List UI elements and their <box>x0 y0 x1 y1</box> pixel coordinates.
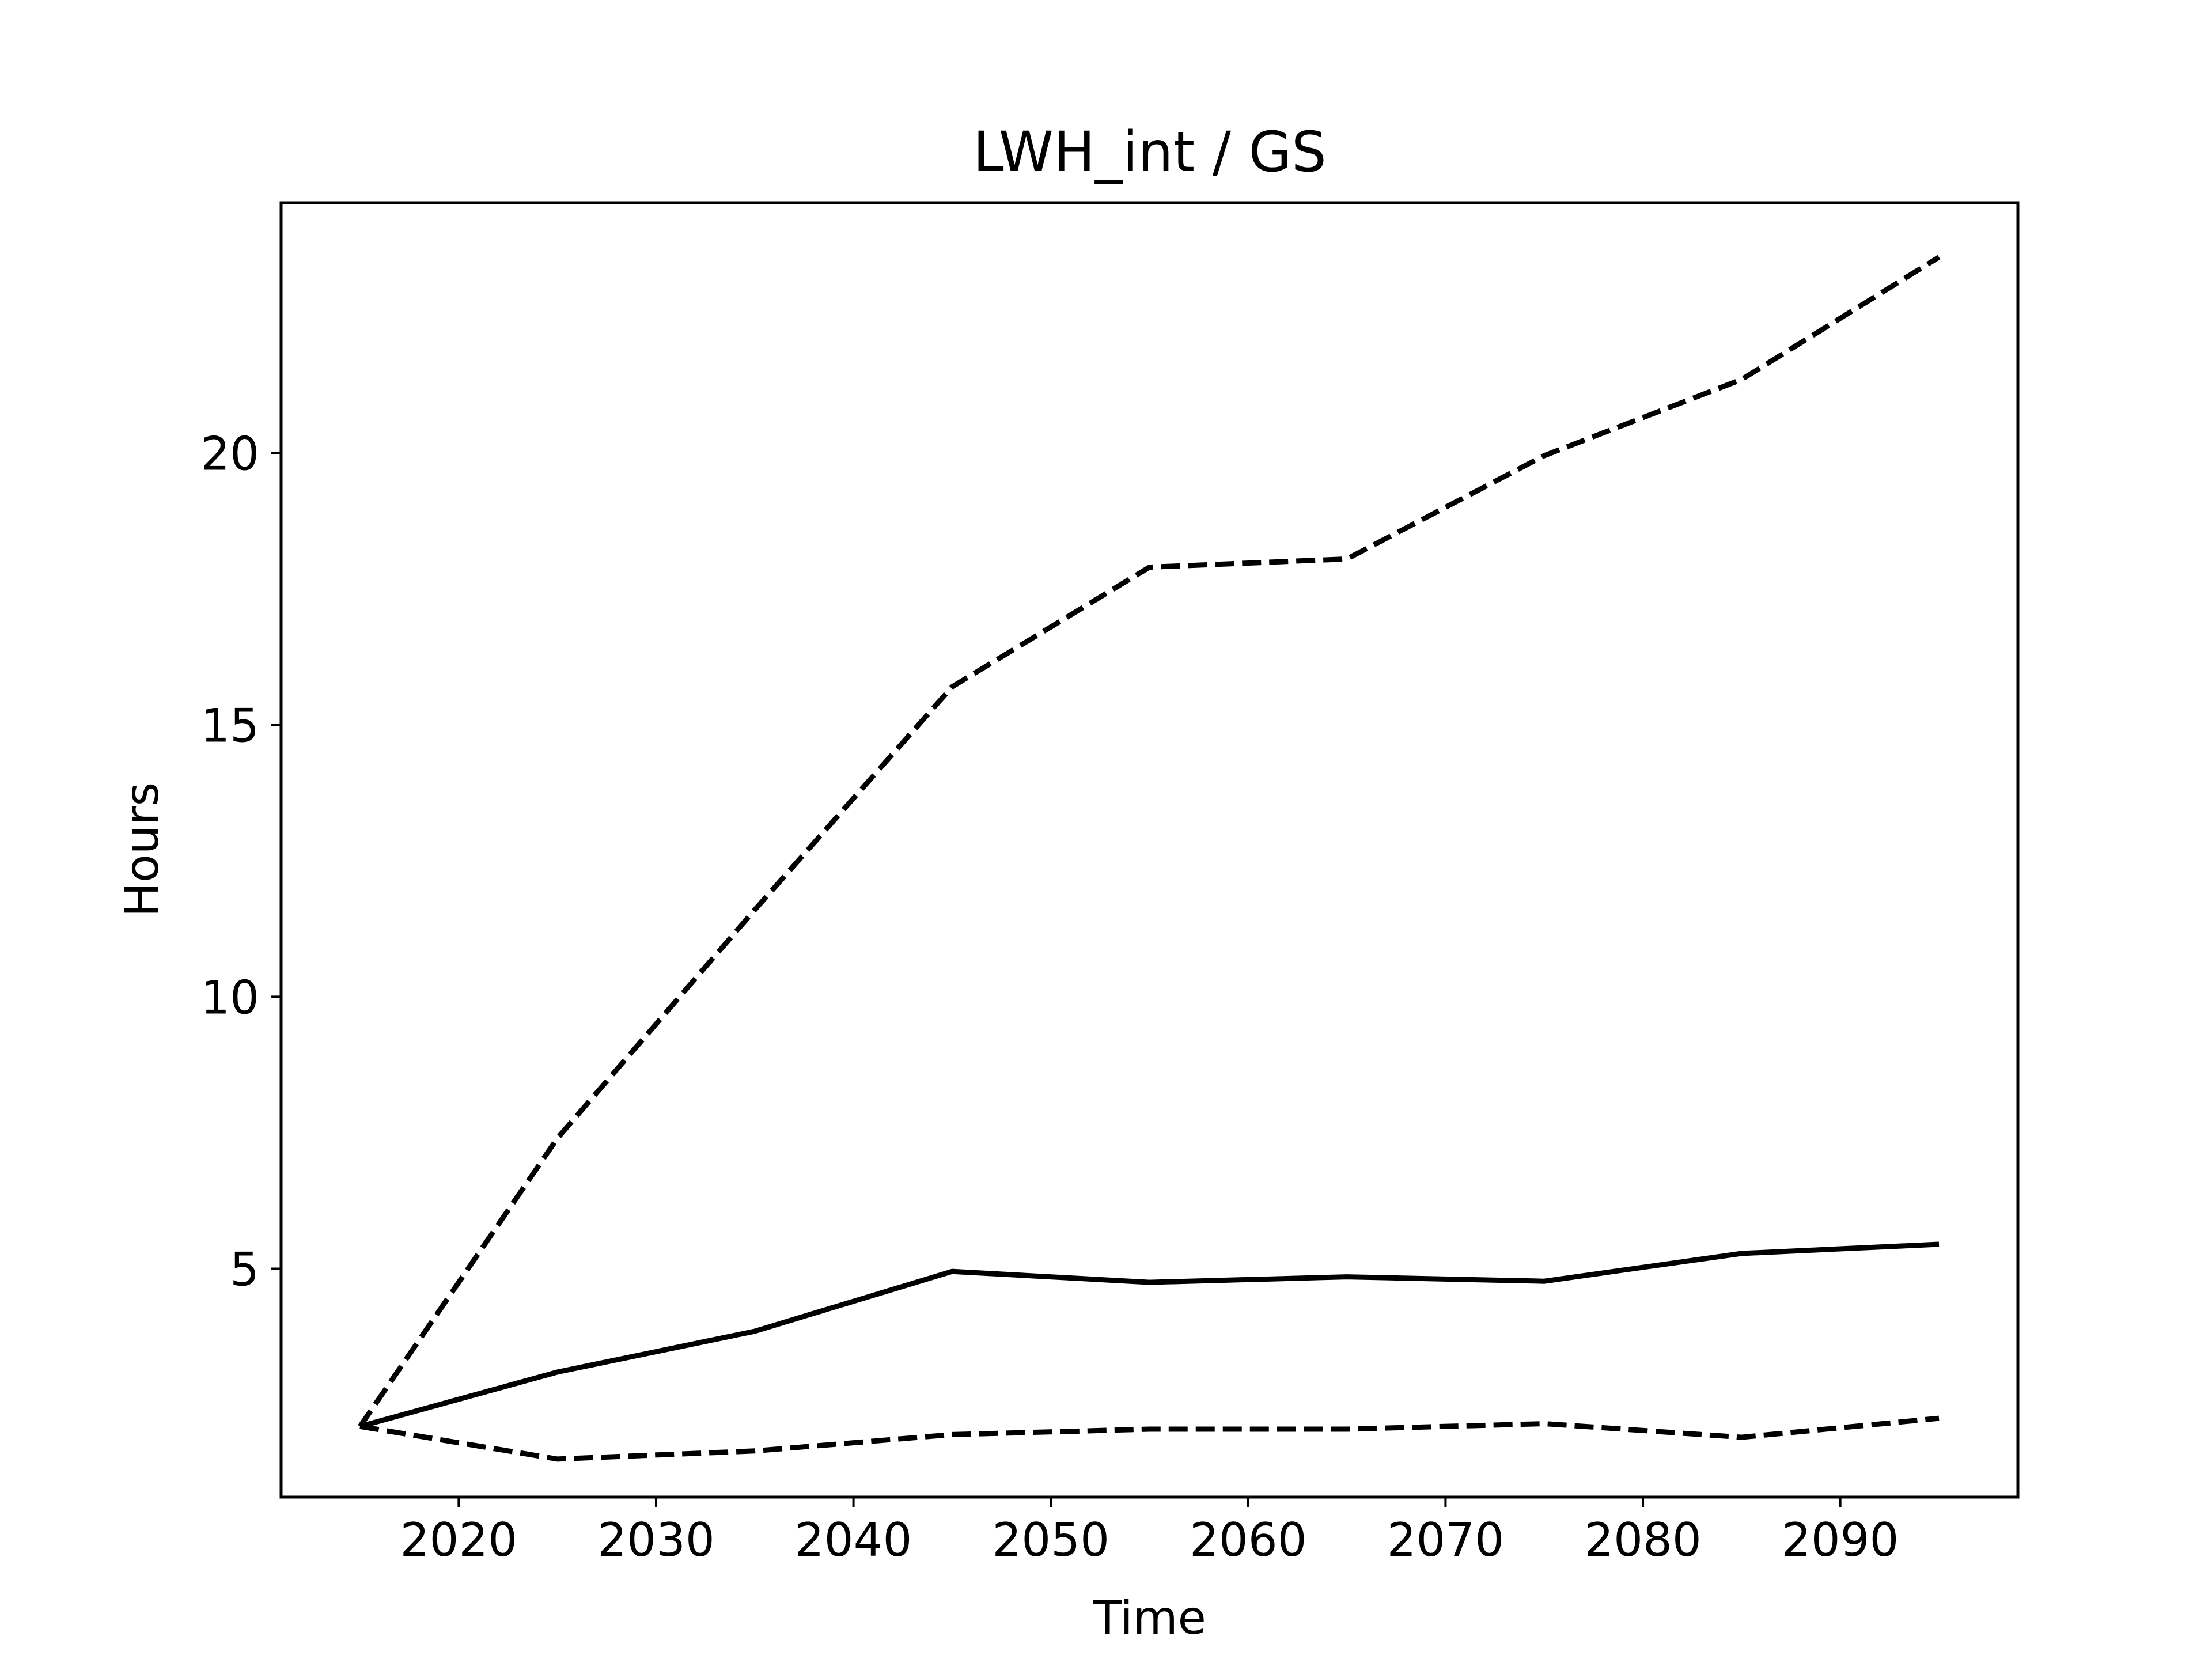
x-tick-label: 2040 <box>795 1513 912 1567</box>
x-tick-label: 2080 <box>1584 1513 1702 1567</box>
series-line-2 <box>359 1241 1940 1429</box>
plot-area <box>358 255 1941 1462</box>
x-axis: 2020 2030 2040 2050 2060 2070 2080 2090 <box>400 1497 1899 1567</box>
x-tick-label: 2070 <box>1387 1513 1505 1567</box>
y-tick-label: 15 <box>200 699 259 752</box>
x-axis-label: Time <box>1093 1591 1206 1645</box>
series-line-3 <box>359 1415 1940 1462</box>
x-tick-label: 2020 <box>400 1513 518 1567</box>
y-tick-label: 5 <box>230 1243 259 1296</box>
x-tick-label: 2030 <box>597 1513 715 1567</box>
x-tick-label: 2050 <box>992 1513 1109 1567</box>
y-tick-label: 20 <box>200 427 259 480</box>
y-axis-label: Hours <box>115 782 169 917</box>
y-axis: 5 10 15 20 <box>200 427 281 1296</box>
series-line-1 <box>358 255 1941 1428</box>
plot-frame <box>279 201 2020 1499</box>
x-tick-label: 2060 <box>1190 1513 1307 1567</box>
chart-title: LWH_int / GS <box>973 120 1327 184</box>
y-tick-label: 10 <box>200 971 259 1024</box>
x-tick-label: 2090 <box>1782 1513 1899 1567</box>
